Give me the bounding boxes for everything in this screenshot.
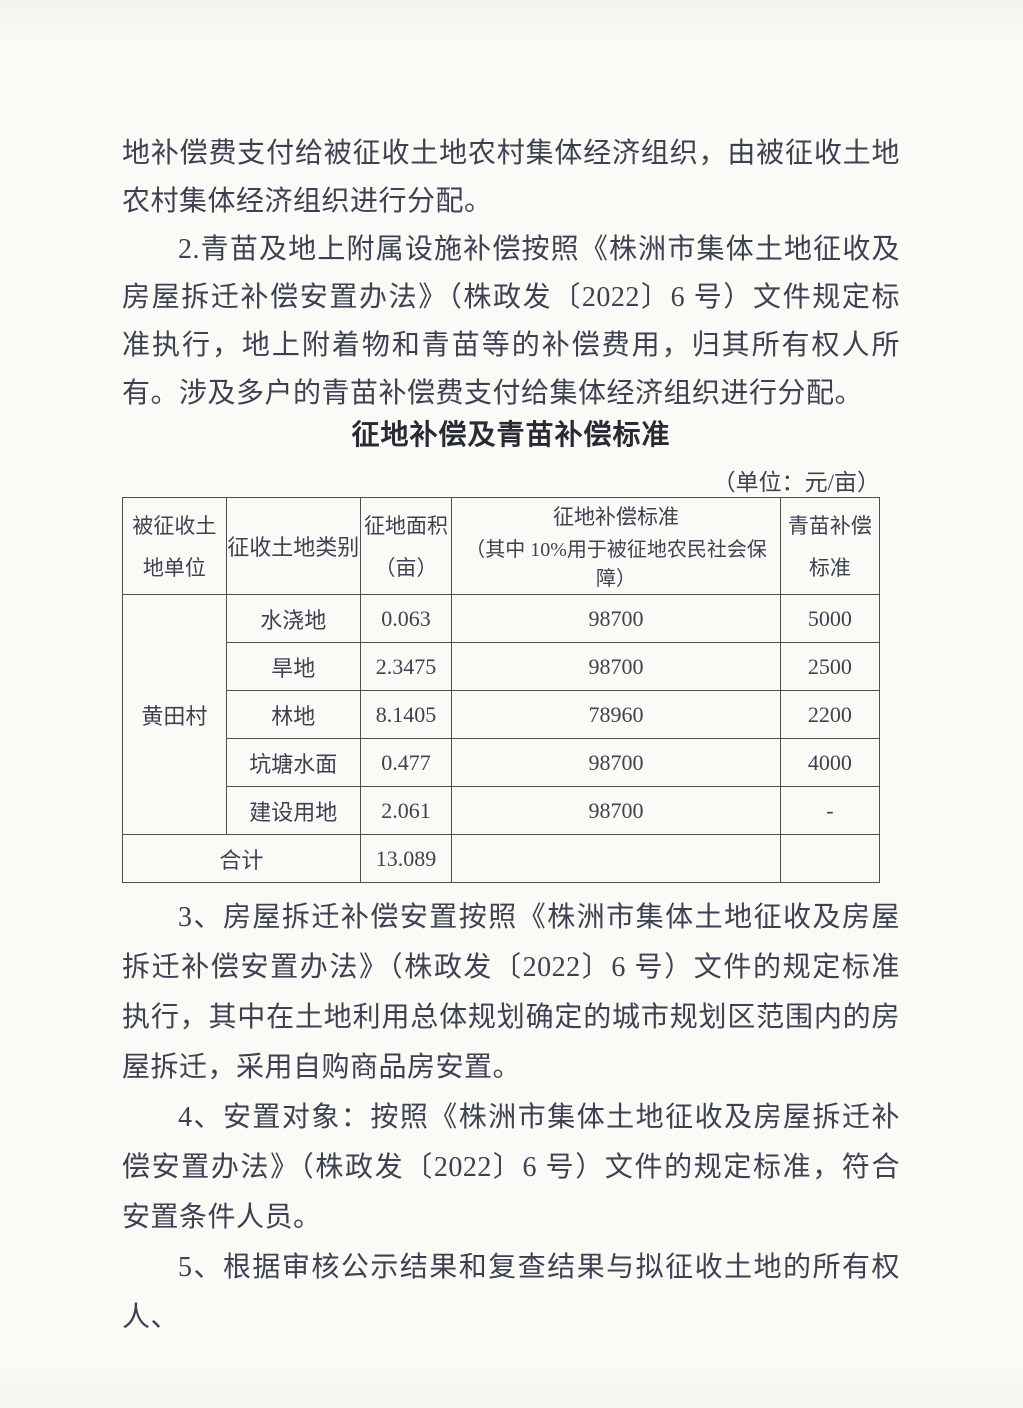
cell-land-type: 建设用地	[225, 786, 361, 835]
cell-area: 2.061	[359, 786, 453, 835]
cell-area: 0.063	[359, 594, 453, 643]
paragraph-house-demolition-policy: 3、房屋拆迁补偿安置按照《株洲市集体土地征收及房屋拆迁补偿安置办法》（株政发〔2…	[122, 902, 900, 1083]
table-row: 坑塘水面 0.477 98700 4000	[123, 738, 881, 787]
header-compensation-line1: 征地补偿标准	[553, 504, 680, 529]
cell-land-type: 水浇地	[225, 594, 361, 643]
header-land-type-label: 征收土地类别	[227, 535, 360, 560]
header-land-unit-line1: 被征收土	[132, 514, 217, 538]
cell-compensation: 98700	[451, 786, 781, 835]
cell-seedling: -	[779, 786, 881, 835]
table-header-row: 被征收土 地单位 征收土地类别 征地面积 （亩） 征地补偿标准	[122, 497, 881, 595]
table-row: 旱地 2.3475 98700 2500	[123, 642, 881, 691]
cell-total-seedling	[779, 834, 881, 883]
cell-compensation: 98700	[451, 642, 781, 691]
header-area-line1: 征地面积	[363, 514, 448, 538]
header-land-type: 征收土地类别	[225, 497, 361, 595]
cell-land-type: 林地	[225, 690, 361, 739]
cell-land-type: 坑塘水面	[225, 738, 361, 787]
table-total-row: 合计 13.089	[122, 834, 881, 883]
cell-total-compensation	[451, 834, 781, 883]
cell-compensation: 78960	[451, 690, 781, 739]
cell-seedling: 4000	[779, 738, 881, 787]
unit-note: （单位：元/亩）	[712, 470, 880, 495]
cell-area: 2.3475	[359, 642, 453, 691]
header-seedling-line1: 青苗补偿	[787, 514, 872, 538]
cell-village: 黄田村	[122, 594, 227, 835]
cell-total-area: 13.089	[359, 834, 453, 883]
paragraph-review-result: 5、根据审核公示结果和复查结果与拟征收土地的所有权人、	[122, 1252, 900, 1333]
compensation-table: 被征收土 地单位 征收土地类别 征地面积 （亩） 征地补偿标准	[122, 497, 881, 883]
header-land-unit: 被征收土 地单位	[122, 497, 227, 595]
table-title: 征地补偿及青苗补偿标准	[351, 420, 671, 451]
header-seedling: 青苗补偿 标准	[779, 497, 881, 595]
table-row: 建设用地 2.061 98700 -	[123, 786, 881, 835]
table-row: 林地 8.1405 78960 2200	[123, 690, 881, 739]
paragraph-resettlement-target: 4、安置对象：按照《株洲市集体土地征收及房屋拆迁补偿安置办法》（株政发〔2022…	[122, 1102, 900, 1233]
cell-seedling: 2200	[779, 690, 881, 739]
cell-total-label: 合计	[122, 834, 361, 883]
paragraph-seedling-compensation-policy: 2.青苗及地上附属设施补偿按照《株洲市集体土地征收及房屋拆迁补偿安置办法》（株政…	[122, 234, 900, 409]
cell-compensation: 98700	[451, 594, 781, 643]
cell-land-type: 旱地	[225, 642, 361, 691]
cell-seedling: 2500	[779, 642, 881, 691]
header-compensation-line2: （其中 10%用于被征地农民社会保障）	[465, 539, 767, 591]
cell-seedling: 5000	[779, 594, 881, 643]
header-area: 征地面积 （亩）	[359, 497, 453, 595]
cell-area: 8.1405	[359, 690, 453, 739]
header-area-line2: （亩）	[374, 556, 438, 580]
table-row: 黄田村 水浇地 0.063 98700 5000	[122, 594, 881, 835]
cell-compensation: 98700	[451, 738, 781, 787]
cell-area: 0.477	[359, 738, 453, 787]
header-compensation: 征地补偿标准 （其中 10%用于被征地农民社会保障）	[451, 497, 781, 595]
paragraph-land-fee-distribution: 地补偿费支付给被征收土地农村集体经济组织，由被征收土地农村集体经济组织进行分配。	[122, 138, 900, 217]
header-land-unit-line2: 地单位	[142, 556, 206, 580]
header-seedling-line2: 标准	[808, 556, 851, 580]
